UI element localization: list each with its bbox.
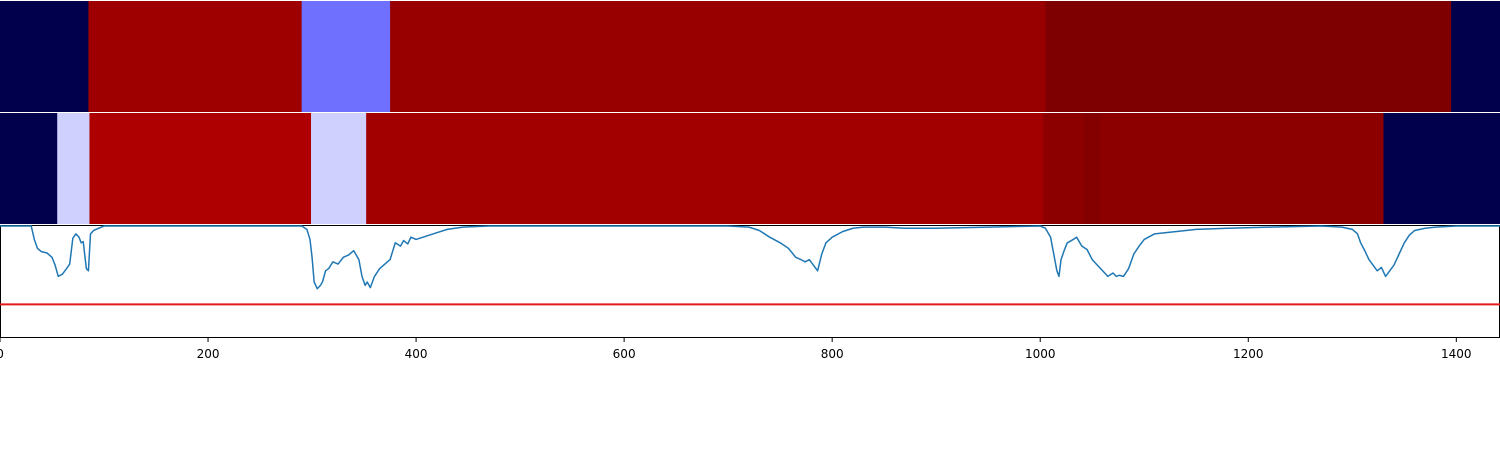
heatmap-cell bbox=[1083, 113, 1102, 224]
line-panel bbox=[0, 225, 1500, 338]
heatmap-cell bbox=[0, 1, 90, 112]
heatmap-cell bbox=[57, 113, 91, 224]
x-tick-label: 1400 bbox=[1441, 347, 1472, 361]
heatmap-cell bbox=[390, 1, 1047, 112]
heatmap-cell bbox=[311, 113, 367, 224]
heatmap-cell bbox=[1451, 1, 1500, 112]
line-panel-frame bbox=[0, 225, 1500, 338]
x-tick-label: 400 bbox=[405, 347, 428, 361]
heatmap-cell bbox=[89, 113, 312, 224]
heatmap-cell bbox=[1043, 113, 1085, 224]
x-axis: 0 200 400 600 800 1000 1200 1400 bbox=[0, 338, 1472, 361]
series-line bbox=[0, 225, 1500, 290]
x-tick-label: 1000 bbox=[1025, 347, 1056, 361]
heatmap-bands bbox=[0, 1, 1500, 224]
heatmap-band-1 bbox=[0, 1, 1500, 112]
heatmap-cell bbox=[366, 113, 1044, 224]
heatmap-cell bbox=[1100, 113, 1385, 224]
x-tick-label: 200 bbox=[197, 347, 220, 361]
heatmap-cell bbox=[88, 1, 303, 112]
x-tick-label: 800 bbox=[821, 347, 844, 361]
x-tick-label: 600 bbox=[613, 347, 636, 361]
x-tick-label: 0 bbox=[0, 347, 4, 361]
heatmap-cell bbox=[301, 1, 391, 112]
heatmap-cell bbox=[1045, 1, 1452, 112]
heatmap-band-2 bbox=[0, 113, 1500, 224]
heatmap-cell bbox=[0, 113, 58, 224]
heatmap-cell bbox=[1383, 113, 1500, 224]
x-tick-label: 1200 bbox=[1233, 347, 1264, 361]
